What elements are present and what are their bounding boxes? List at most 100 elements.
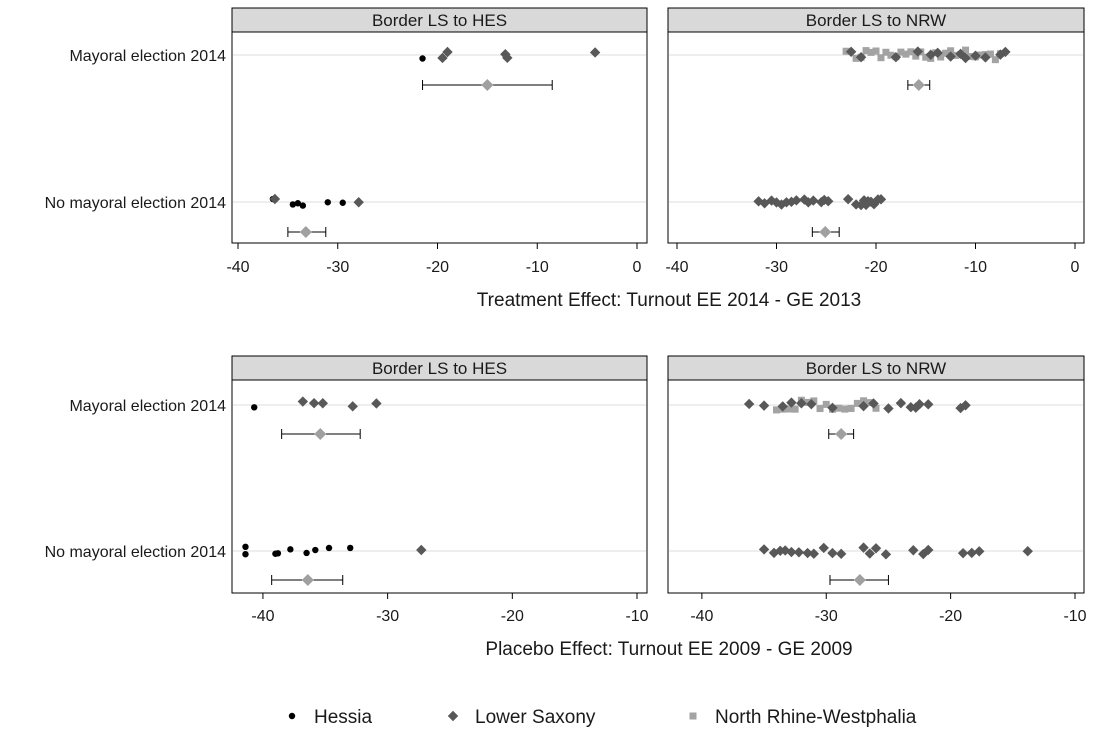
data-point-diamond <box>955 48 966 60</box>
data-point-square <box>773 406 780 414</box>
panel-strip <box>667 7 1085 33</box>
data-point-diamond <box>875 194 887 205</box>
data-point-square <box>907 48 915 56</box>
data-point-diamond <box>970 50 981 61</box>
legend-label: Hessia <box>314 707 373 728</box>
data-point-square <box>842 47 850 55</box>
x-tick-label: -30 <box>765 259 788 276</box>
data-point-square <box>791 405 799 413</box>
panel-strip-label: Border LS to NRW <box>806 359 946 378</box>
x-tick-label: -20 <box>426 259 449 276</box>
data-point-diamond <box>347 401 358 412</box>
data-point-diamond <box>908 545 919 556</box>
row-label: Mayoral election 2014 <box>69 48 226 65</box>
x-tick-label: -40 <box>665 259 688 276</box>
panel-strip-label: Border LS to NRW <box>806 11 946 30</box>
x-tick-label: -20 <box>864 259 887 276</box>
data-point-diamond <box>802 547 813 559</box>
data-group <box>842 46 1011 91</box>
data-point-diamond <box>960 400 971 411</box>
mean-marker <box>299 226 312 238</box>
data-point-diamond <box>925 49 936 60</box>
data-point-circle <box>347 544 354 552</box>
x-tick-label: -10 <box>1063 608 1086 625</box>
data-group <box>758 542 1033 586</box>
data-point-diamond <box>777 401 788 412</box>
legend-label: Lower Saxony <box>475 707 596 728</box>
panel-1-2: Border LS to NRW -40 -30 -20 -10 0 <box>665 7 1085 276</box>
x-tick-label: 0 <box>1071 259 1080 276</box>
data-point-square <box>952 51 960 59</box>
mean-marker <box>835 428 848 440</box>
data-point-square <box>991 56 999 64</box>
data-point-square <box>860 397 868 405</box>
data-point-diamond <box>827 547 838 559</box>
panel-strip-label: Border LS to HES <box>372 11 507 30</box>
panel-strip-label: Border LS to HES <box>372 359 507 378</box>
panel-2-1: Border LS to HES -40 -30 -20 -10 <box>231 355 649 625</box>
data-point-square <box>897 48 905 56</box>
data-point-square <box>872 404 880 412</box>
data-point-diamond <box>743 398 755 410</box>
data-point-diamond <box>955 402 966 414</box>
data-point-diamond <box>786 196 797 208</box>
data-point-diamond <box>858 400 869 412</box>
legend-marker-square <box>689 712 697 720</box>
data-point-square <box>862 47 870 55</box>
data-point-diamond <box>317 398 328 409</box>
data-point-diamond <box>827 402 838 413</box>
data-point-diamond <box>502 52 513 64</box>
figure-2: Mayoral election 2014 No mayoral election… <box>45 355 1087 660</box>
data-point-circle <box>324 199 331 206</box>
data-point-diamond <box>791 195 802 206</box>
row-label: No mayoral election 2014 <box>45 195 227 212</box>
panel-2-2: Border LS to NRW -40 -30 -20 -10 <box>667 355 1087 625</box>
x-tick-label: -20 <box>501 608 524 625</box>
x-tick-label: -30 <box>376 608 399 625</box>
data-point-square <box>882 48 890 56</box>
data-point-diamond <box>796 398 807 409</box>
data-point-diamond <box>758 544 770 555</box>
data-group <box>753 193 887 238</box>
data-point-square <box>867 48 875 56</box>
data-point-diamond <box>781 197 792 208</box>
data-point-circle <box>325 544 333 552</box>
data-point-square <box>804 398 812 406</box>
data-point-diamond <box>858 542 869 553</box>
data-point-diamond <box>842 193 854 205</box>
data-group <box>743 396 971 440</box>
data-point-diamond <box>890 51 902 63</box>
data-group <box>251 396 382 440</box>
x-axis-title: Placebo Effect: Turnout EE 2009 - GE 200… <box>485 639 852 660</box>
legend-label: North Rhine-Westphalia <box>715 707 917 728</box>
data-point-square <box>947 47 955 55</box>
data-point-circle <box>303 549 310 557</box>
data-point-diamond <box>353 197 364 208</box>
data-point-diamond <box>974 546 985 557</box>
data-point-square <box>942 49 950 57</box>
data-point-diamond <box>1000 46 1011 58</box>
mean-marker <box>314 428 327 440</box>
data-group <box>419 46 601 91</box>
data-point-diamond <box>416 544 427 556</box>
x-tick-label: -10 <box>625 608 648 625</box>
data-point-diamond <box>818 542 829 554</box>
data-point-diamond <box>923 544 934 556</box>
data-point-diamond <box>758 400 770 411</box>
panel-strip <box>231 7 648 33</box>
legend: Hessia Lower Saxony North Rhine-Westphalia <box>288 707 917 728</box>
x-axis-title: Treatment Effect: Turnout EE 2014 - GE 2… <box>477 290 861 311</box>
data-point-square <box>841 405 849 413</box>
x-tick-label: -30 <box>815 608 838 625</box>
data-point-square <box>937 53 945 61</box>
data-point-diamond <box>883 403 894 414</box>
data-point-circle <box>274 550 282 557</box>
data-point-diamond <box>966 547 977 559</box>
x-tick-label: -20 <box>939 608 962 625</box>
row-label: Mayoral election 2014 <box>69 398 226 415</box>
x-tick-label: -40 <box>226 259 249 276</box>
data-point-diamond <box>868 398 879 409</box>
row-label: No mayoral election 2014 <box>45 544 227 561</box>
data-point-circle <box>312 546 319 554</box>
